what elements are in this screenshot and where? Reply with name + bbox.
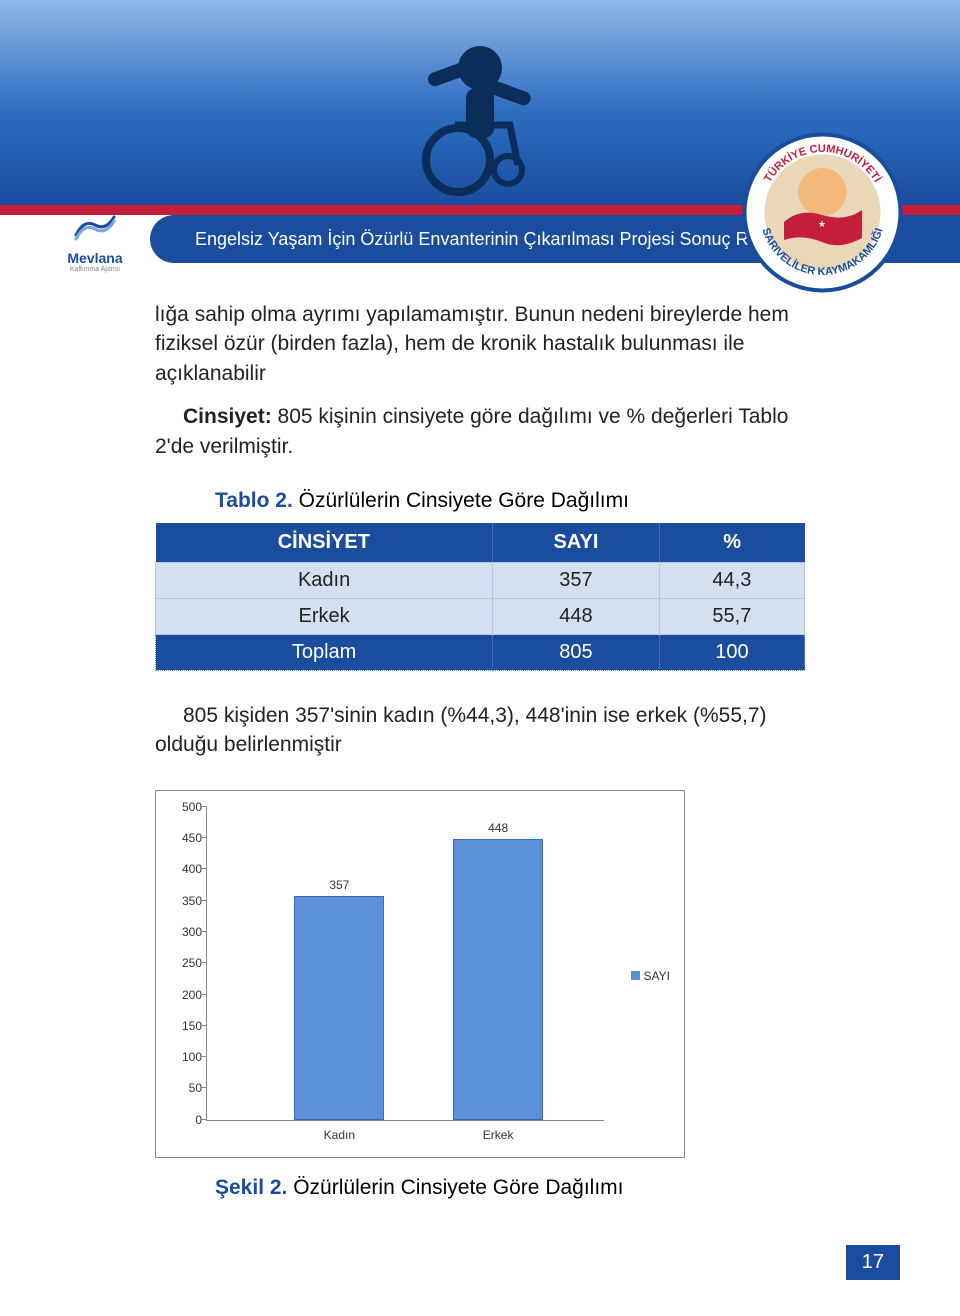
table-row: Kadın 357 44,3 [156,562,805,598]
hero-silhouette [380,20,580,200]
table-caption-text: Özürlülerin Cinsiyete Göre Dağılımı [293,489,629,512]
bar-value-label: 357 [294,878,384,892]
col-sayi: SAYI [493,523,660,563]
mevlana-logo-text: Mevlana [55,250,135,266]
table-caption: Tablo 2. Özürlülerin Cinsiyete Göre Dağı… [215,489,805,513]
figure-caption-text: Özürlülerin Cinsiyete Göre Dağılımı [287,1176,623,1199]
page-content: lığa sahip olma ayrımı yapılamamıştır. B… [155,300,805,1200]
figure-caption: Şekil 2. Özürlülerin Cinsiyete Göre Dağı… [215,1176,805,1200]
report-title: Engelsiz Yaşam İçin Özürlü Envanterinin … [195,229,795,250]
ytick-label: 500 [167,800,202,814]
x-category-label: Erkek [453,1128,543,1142]
bar-value-label: 448 [453,821,543,835]
paragraph-2: Cinsiyet: 805 kişinin cinsiyete göre dağ… [155,402,805,461]
cinsiyet-label: Cinsiyet: [183,405,272,428]
chart-legend: SAYI [631,969,670,983]
ytick-label: 300 [167,925,202,939]
gender-table: CİNSİYET SAYI % Kadın 357 44,3 Erkek 448… [155,523,805,671]
ytick-label: 350 [167,894,202,908]
legend-swatch [631,971,640,980]
ytick-label: 50 [167,1081,202,1095]
ytick-label: 100 [167,1050,202,1064]
figure-caption-label: Şekil 2. [215,1176,287,1199]
x-category-label: Kadın [294,1128,384,1142]
note-paragraph: 805 kişiden 357'sinin kadın (%44,3), 448… [155,701,805,760]
mevlana-logo-sub: Kalkınma Ajansı [55,266,135,273]
ytick-label: 150 [167,1019,202,1033]
bar-chart: 0 50 100 150 200 250 300 350 400 450 500 357 Kadın 44… [155,790,685,1158]
table-caption-label: Tablo 2. [215,489,293,512]
col-percent: % [659,523,804,563]
ytick-label: 450 [167,831,202,845]
paragraph-1: lığa sahip olma ayrımı yapılamamıştır. B… [155,300,805,388]
government-emblem: TÜRKİYE CUMHURİYETİ SARIVELİLER KAYMAKAM… [740,130,905,295]
table-row: Erkek 448 55,7 [156,598,805,634]
table-total-row: Toplam 805 100 [156,634,805,670]
ytick-label: 400 [167,862,202,876]
mevlana-logo: Mevlana Kalkınma Ajansı [55,213,135,273]
table-header-row: CİNSİYET SAYI % [156,523,805,563]
ytick-label: 250 [167,956,202,970]
legend-label: SAYI [644,969,670,983]
chart-bar [453,839,543,1119]
ytick-label: 0 [167,1113,202,1127]
col-cinsiyet: CİNSİYET [156,523,493,563]
svg-text:★: ★ [818,219,826,229]
ytick-label: 200 [167,988,202,1002]
chart-bar [294,896,384,1119]
page-number: 17 [846,1245,900,1280]
